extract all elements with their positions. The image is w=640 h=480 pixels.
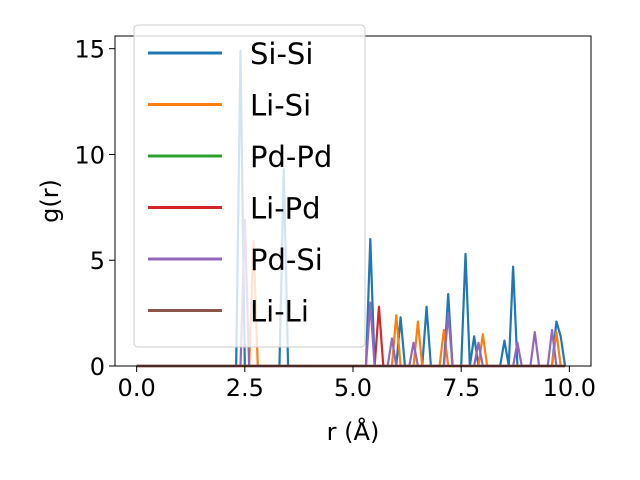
x-tick-label: 5.0 — [334, 374, 372, 402]
x-tick-label: 10.0 — [543, 374, 596, 402]
legend: Si-Si Li-Si Pd-Pd Li-Pd Pd-Si Li-Li — [133, 24, 366, 348]
x-tick-label: 7.5 — [442, 374, 480, 402]
y-axis-ticks: 0 5 10 15 — [74, 36, 115, 381]
y-axis-label: g(r) — [36, 179, 64, 223]
y-tick-label: 5 — [90, 247, 105, 275]
legend-label-li-li: Li-Li — [250, 295, 309, 329]
legend-label-li-si: Li-Si — [250, 89, 311, 123]
y-tick-label: 0 — [90, 353, 105, 381]
legend-label-pd-si: Pd-Si — [250, 243, 323, 277]
legend-label-si-si: Si-Si — [250, 37, 313, 71]
x-axis-label: r (Å) — [327, 417, 380, 446]
x-tick-label: 2.5 — [226, 374, 264, 402]
x-tick-label: 0.0 — [118, 374, 156, 402]
y-tick-label: 15 — [74, 36, 105, 64]
legend-label-li-pd: Li-Pd — [250, 192, 321, 226]
y-tick-label: 10 — [74, 141, 105, 169]
x-axis-ticks: 0.0 2.5 5.0 7.5 10.0 — [118, 366, 596, 402]
legend-label-pd-pd: Pd-Pd — [250, 140, 332, 174]
